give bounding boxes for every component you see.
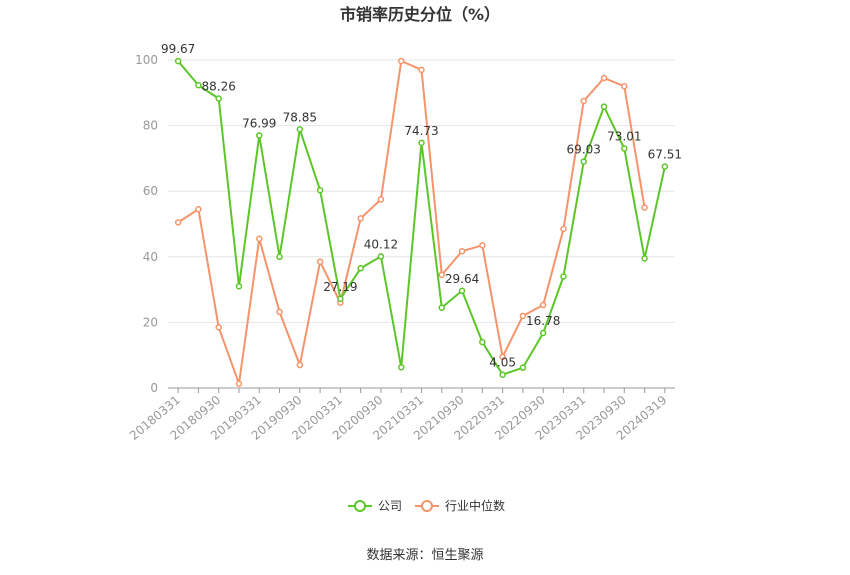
legend-label-0: 公司 — [378, 499, 402, 513]
series-0-point-20200630 — [357, 265, 364, 272]
y-tick-label-60: 60 — [143, 184, 158, 198]
legend-item-1[interactable]: 行业中位数 — [415, 498, 505, 513]
series-0-point-20230930 — [621, 145, 628, 152]
series-0-point-20230331 — [580, 158, 587, 165]
series-0-point-20190930 — [296, 126, 304, 133]
data-label-20220331: 4.05 — [489, 356, 516, 370]
series-1-point-20190930 — [296, 361, 304, 369]
grid-lines — [168, 59, 675, 323]
series-0-point-20220630 — [519, 364, 527, 371]
data-label-20180930: 88.26 — [202, 80, 236, 94]
x-axis: 2018033120180930201903312019093020200331… — [127, 387, 675, 443]
series-1-point-20221231 — [560, 225, 567, 233]
series-1-point-20200930 — [377, 196, 385, 203]
series-1-point-20211231 — [479, 242, 486, 249]
series-0-point-20201231 — [397, 364, 405, 371]
series-0-point-20190630 — [276, 253, 283, 261]
data-label-20190930: 78.85 — [283, 110, 317, 124]
series-0-point-20221231 — [560, 273, 567, 280]
legend-marker-0 — [354, 500, 366, 512]
source-note: 数据来源：恒生聚源 — [366, 548, 483, 563]
series-0-point-20231231 — [641, 255, 648, 262]
data-label-20220930: 16.78 — [526, 314, 560, 328]
y-tick-label-0: 0 — [150, 381, 158, 395]
y-tick-label-20: 20 — [143, 315, 158, 329]
data-label-20190331: 76.99 — [242, 116, 276, 130]
series-1-point-20231231 — [641, 204, 648, 211]
series-0-point-20220930 — [539, 329, 547, 337]
data-label-20210331: 74.73 — [404, 124, 438, 138]
series-1-point-20230331 — [580, 97, 587, 105]
series-0-point-20180630 — [195, 82, 202, 89]
series-0-point-20210630 — [438, 304, 446, 311]
series-line-0 — [177, 60, 666, 376]
series-0-point-20180930 — [215, 95, 222, 102]
series-0-point-20210930 — [458, 287, 466, 295]
series-1-point-20200630 — [357, 215, 364, 222]
y-tick-label-100: 100 — [135, 53, 158, 67]
series-0-point-20240319 — [661, 163, 669, 170]
data-label-20210930: 29.64 — [445, 272, 479, 286]
y-axis: 0 20 40 60 80 100 — [135, 53, 158, 395]
series-1-point-20181231 — [235, 380, 243, 387]
series-0-point-20191231 — [316, 186, 324, 194]
series-1-point-20190630 — [276, 308, 283, 316]
series-0-point-20200331 — [337, 295, 344, 303]
chart-title: 市销率历史分位（%） — [340, 5, 500, 24]
series-0-point-20190331 — [256, 132, 263, 139]
series-1-point-20220930 — [539, 301, 547, 309]
series-1-point-20210930 — [458, 247, 466, 255]
data-label-20240319: 67.51 — [648, 148, 682, 162]
series-0-point-20180331 — [174, 57, 182, 65]
series-0-point-20220331 — [499, 371, 506, 378]
series-1-point-20201231 — [397, 57, 405, 65]
y-tick-label-40: 40 — [143, 250, 158, 264]
data-label-20230930: 73.01 — [607, 130, 641, 144]
series-1-point-20191231 — [316, 258, 324, 265]
series-0-point-20210331 — [418, 139, 425, 147]
data-label-20180331: 99.67 — [161, 42, 195, 56]
legend-label-1: 行业中位数 — [445, 498, 505, 513]
y-tick-label-80: 80 — [143, 119, 158, 133]
series-1-point-20180930 — [215, 324, 222, 331]
series-1-point-20210630 — [438, 271, 446, 279]
series-1-point-20220630 — [519, 312, 527, 320]
series-group — [174, 57, 669, 387]
series-1-point-20230930 — [621, 82, 628, 90]
series-1-point-20180630 — [195, 205, 202, 213]
series-1-point-20230630 — [600, 74, 608, 82]
series-1-point-20210331 — [418, 66, 425, 74]
data-labels: 99.67 88.26 76.99 78.85 27.19 40.12 74.73 29.64… — [161, 42, 682, 370]
series-1-point-20220331 — [499, 353, 506, 361]
legend-item-0[interactable]: 公司 — [348, 499, 402, 513]
series-1-point-20190331 — [256, 235, 263, 243]
series-0-point-20211231 — [479, 338, 486, 346]
series-0-point-20230630 — [600, 103, 608, 110]
data-label-20200331: 27.19 — [323, 280, 357, 294]
series-0-point-20200930 — [377, 253, 385, 260]
series-1-point-20180331 — [174, 219, 182, 226]
series-line-1 — [177, 59, 646, 385]
series-0-point-20181231 — [235, 283, 243, 290]
legend[interactable]: 公司 行业中位数 — [348, 498, 505, 513]
data-label-20200930: 40.12 — [364, 237, 398, 251]
data-label-20230331: 69.03 — [567, 143, 601, 157]
legend-marker-1 — [421, 500, 433, 512]
